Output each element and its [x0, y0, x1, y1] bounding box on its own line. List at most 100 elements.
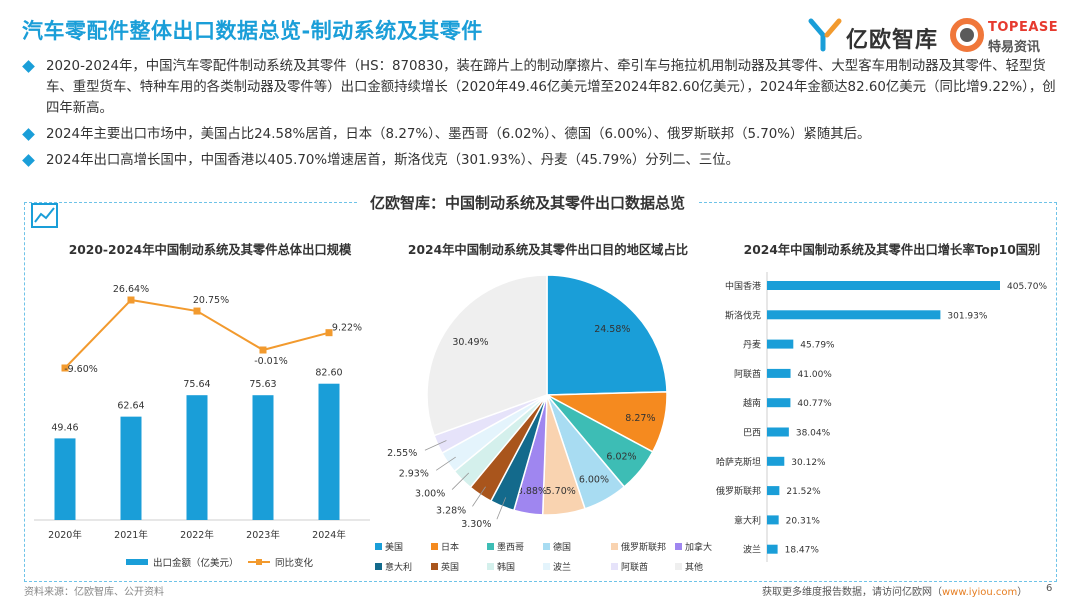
chart-panel-title: 亿欧智库：中国制动系统及其零件出口数据总览	[358, 192, 698, 213]
hbar-value-label: 41.00%	[798, 370, 833, 380]
x-tick-label: 2020年	[48, 529, 82, 541]
iyiou-logo-text: 亿欧智库	[846, 28, 939, 53]
footer-url-link[interactable]: www.iyiou.com	[942, 587, 1018, 598]
legend-bar-swatch	[126, 559, 148, 565]
pie-value-label: 24.58%	[594, 324, 630, 335]
legend-label: 美国	[385, 541, 403, 553]
legend-swatch	[543, 563, 550, 570]
line-value-label: -9.60%	[64, 364, 98, 375]
pie-value-label: 8.27%	[625, 413, 655, 424]
bar	[318, 383, 340, 520]
bullet-text: 2024年主要出口市场中，美国占比24.58%居首，日本（8.27%）、墨西哥（…	[46, 127, 871, 142]
pie-leader-line	[451, 472, 470, 490]
x-tick-label: 2021年	[114, 529, 148, 541]
x-tick-label: 2024年	[312, 529, 346, 541]
category-label: 俄罗斯联邦	[716, 485, 761, 497]
pie-leader-line	[496, 497, 507, 520]
legend-label: 阿联酋	[621, 561, 648, 573]
summary-bullets: 2020-2024年，中国汽车零配件制动系统及其零件（HS：870830，装在蹄…	[22, 56, 1062, 176]
hbar-chart: 中国香港 405.70% 斯洛伐克 301.93% 丹麦 45.79% 阿联酋 41.00% 越…	[716, 272, 1047, 562]
hbar-value-label: 405.70%	[1007, 282, 1047, 292]
footer-more-prefix: 获取更多维度报告数据，请访问亿欧网（	[762, 587, 942, 598]
legend-swatch	[487, 543, 494, 550]
bar-line-chart-title: 2020-2024年中国制动系统及其零件总体出口规模	[68, 243, 352, 257]
line-value-label: 20.75%	[193, 295, 229, 306]
legend-label: 加拿大	[685, 541, 712, 553]
legend-swatch	[375, 563, 382, 570]
legend-label: 韩国	[497, 561, 515, 573]
topease-logo: TOPEASE 特易资讯	[950, 16, 1070, 56]
category-label: 意大利	[734, 514, 761, 526]
hbar	[767, 368, 791, 378]
topease-logo-text-en: TOPEASE	[988, 20, 1059, 35]
pie-value-label: 30.49%	[452, 337, 488, 348]
legend-swatch	[611, 543, 618, 550]
legend-swatch	[487, 563, 494, 570]
pie-value-label: 6.00%	[579, 475, 609, 486]
footer-more-info: 获取更多维度报告数据，请访问亿欧网（www.iyiou.com）	[762, 583, 1027, 598]
hbar	[767, 544, 778, 554]
pie-value-label: 3.88%	[517, 486, 547, 497]
category-label: 波兰	[743, 544, 761, 556]
pie-slice	[426, 274, 548, 437]
pie-slice	[546, 274, 668, 396]
legend-label: 日本	[441, 541, 459, 553]
legend-label: 俄罗斯联邦	[621, 541, 666, 553]
bar-value-label: 75.63	[249, 379, 276, 390]
legend-line-label: 同比变化	[275, 557, 314, 569]
pie-value-label: 6.02%	[606, 452, 636, 463]
line-point	[193, 307, 201, 315]
pie-chart: 24.58% 8.27% 6.02% 6.00%5.70%3.88% 3.30% 3.28…	[375, 274, 712, 573]
hbar	[767, 310, 941, 320]
iyiou-logo: 亿欧智库	[808, 16, 938, 54]
legend-bar-label: 出口金额（亿美元）	[153, 557, 239, 569]
bar-value-label: 49.46	[51, 422, 78, 433]
hbar	[767, 456, 785, 466]
hbar-value-label: 21.52%	[786, 487, 821, 497]
bullet-item: 2024年主要出口市场中，美国占比24.58%居首，日本（8.27%）、墨西哥（…	[22, 124, 1062, 145]
hbar-value-label: 20.31%	[786, 516, 821, 526]
line-value-label: 26.64%	[113, 284, 149, 295]
bullet-text: 2020-2024年，中国汽车零配件制动系统及其零件（HS：870830，装在蹄…	[46, 59, 1056, 116]
pie-value-label: 3.30%	[461, 519, 491, 530]
line-point	[325, 329, 333, 337]
pie-leader-line	[472, 486, 486, 507]
category-label: 巴西	[743, 428, 761, 439]
legend-swatch	[611, 563, 618, 570]
hbar	[767, 515, 779, 525]
chart-panel-icon	[31, 203, 58, 228]
hbar	[767, 339, 794, 349]
legend-label: 墨西哥	[497, 542, 524, 553]
pie-value-label: 5.70%	[546, 486, 576, 497]
bar-value-label: 62.64	[117, 401, 144, 412]
category-label: 丹麦	[743, 339, 761, 351]
category-label: 哈萨克斯坦	[716, 456, 761, 468]
hbar	[767, 486, 780, 496]
hbar-value-label: 40.77%	[797, 399, 832, 409]
hbar-value-label: 30.12%	[791, 458, 826, 468]
x-tick-label: 2022年	[180, 529, 214, 541]
pie-value-label: 3.00%	[415, 488, 445, 499]
pie-value-label: 2.93%	[399, 469, 429, 480]
legend-label: 德国	[553, 541, 571, 553]
legend-label: 其他	[685, 561, 703, 573]
category-label: 斯洛伐克	[725, 309, 761, 321]
topease-logo-text-zh: 特易资讯	[988, 40, 1041, 55]
category-label: 阿联酋	[734, 368, 761, 380]
legend-swatch	[543, 543, 550, 550]
legend-swatch	[675, 563, 682, 570]
bar-value-label: 82.60	[315, 368, 342, 379]
category-label: 中国香港	[725, 280, 761, 292]
source-note: 资料来源：亿欧智库、公开资料	[24, 587, 164, 598]
hbar-value-label: 18.47%	[785, 546, 820, 556]
bar	[54, 438, 76, 520]
legend-label: 波兰	[553, 561, 571, 573]
line-point	[259, 346, 267, 354]
bar-line-chart: 49.46 2020年 62.64 2021年 75.64 2022年 75.63 2023年…	[34, 284, 370, 569]
bar-value-label: 75.64	[183, 379, 210, 390]
pie-value-label: 3.28%	[436, 506, 466, 517]
line-point	[61, 364, 69, 372]
legend-swatch	[431, 563, 438, 570]
hbar-value-label: 38.04%	[796, 429, 831, 439]
legend-swatch	[375, 543, 382, 550]
